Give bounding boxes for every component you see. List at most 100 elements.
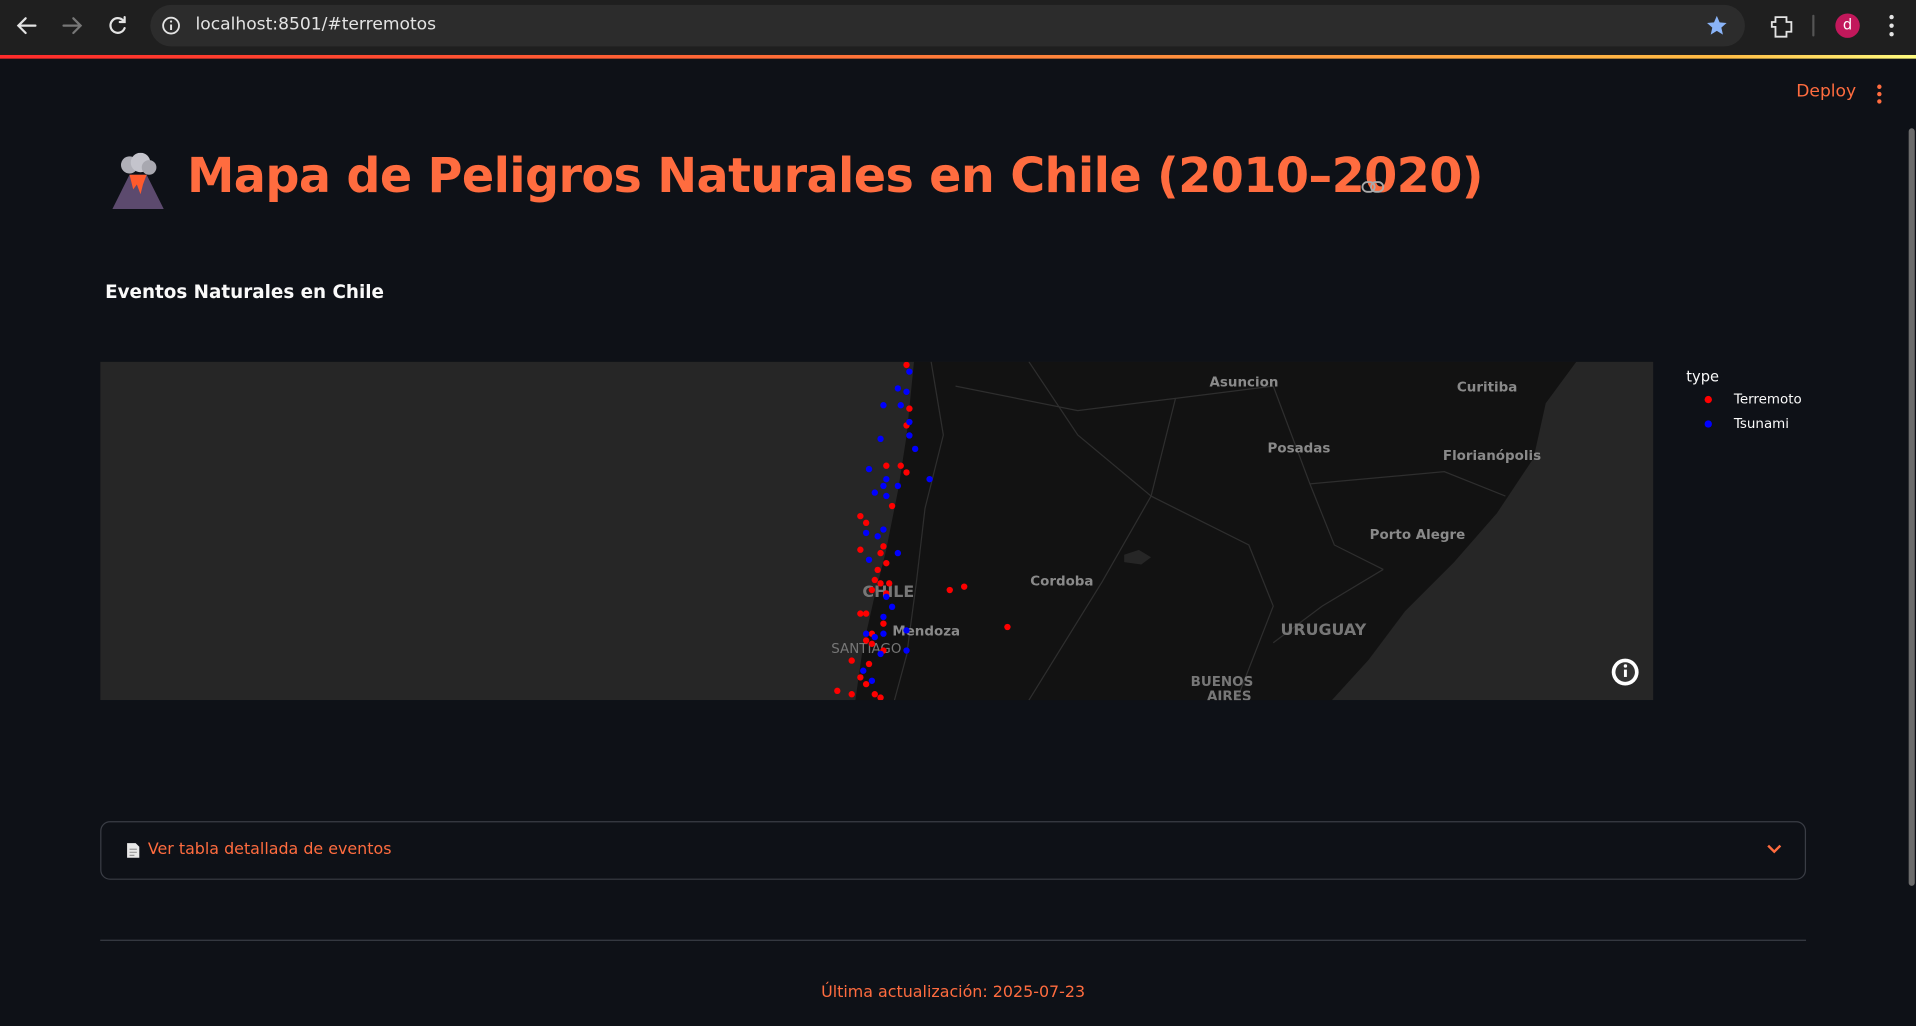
place-label: Posadas [1268,441,1331,456]
event-point [883,559,890,567]
event-point [880,526,887,533]
event-point [871,691,878,698]
event-point [883,462,890,469]
event-point [857,546,864,553]
event-point [862,637,870,644]
bookmark-star[interactable] [1706,15,1728,37]
event-point [877,549,884,557]
event-point [926,475,933,483]
legend-label: Tsunami [1733,417,1789,432]
legend-label: Terremoto [1733,393,1802,408]
event-point [911,445,919,453]
document-icon [127,843,140,858]
menu-dot[interactable] [1889,14,1894,20]
event-point [961,583,968,590]
anchor-link[interactable] [1361,178,1385,195]
place-label: Curitiba [1457,380,1517,395]
extensions-button[interactable] [1770,16,1793,38]
event-point [906,418,913,426]
event-point [903,469,910,476]
avatar-letter: d [1843,17,1852,34]
event-point [880,402,887,409]
legend: type Terremoto Tsunami [1686,369,1802,432]
forward-button[interactable] [62,17,83,35]
event-point [862,610,870,617]
toolbar-icons: d [16,13,1894,38]
chevron [1767,844,1782,854]
event-point [862,680,870,688]
map-info-button[interactable] [1611,658,1639,686]
event-point [874,566,881,574]
place-label: Porto Alegre [1370,528,1466,543]
menu-dot[interactable] [1889,23,1894,28]
event-point [888,603,896,611]
place-label: URUGUAY [1281,620,1367,639]
event-point [894,482,902,490]
event-point [865,556,873,563]
event-point [857,512,864,520]
place-label: BUENOS [1191,675,1254,690]
event-point [903,627,910,634]
place-label: Cordoba [1030,575,1093,590]
event-point [848,691,855,698]
event-point [865,465,873,473]
event-point [888,502,896,510]
place-label: Mendoza [892,625,960,640]
event-point [874,533,881,540]
event-point [894,549,902,557]
app-menu[interactable] [1872,82,1887,106]
event-point [903,647,910,654]
event-point [877,580,884,587]
site-info-icon[interactable] [160,15,182,37]
menu-dot[interactable] [1889,32,1894,37]
place-label: Florianópolis [1443,448,1541,464]
event-point [868,640,876,647]
event-point [862,630,870,637]
event-point [883,492,890,500]
event-point [860,667,867,674]
scrollbar[interactable] [1908,128,1915,886]
avatar[interactable] [1835,13,1860,38]
event-point [906,368,913,375]
event-point [877,435,884,443]
event-point [886,580,893,587]
event-point [877,694,884,701]
subheader: Eventos Naturales en Chile [105,281,384,304]
browser-toolbar: d localhost:8501/#terremotos [0,0,1916,55]
event-point [883,593,890,600]
legend-marker [1704,395,1712,404]
event-point [857,674,864,681]
address-bar[interactable]: localhost:8501/#terremotos [150,4,1745,47]
event-point [848,657,855,664]
legend-marker [1704,420,1712,428]
legend-title: type [1686,369,1719,386]
divider [100,939,1807,941]
event-point [897,462,904,469]
event-point [894,385,902,392]
event-point [868,586,876,594]
basemap-labels: Asuncion Curitiba Posadas Florianópolis Port… [831,375,1541,700]
event-point [871,633,878,641]
header-decoration [0,54,1916,59]
deploy-button[interactable]: Deploy [1796,81,1857,102]
map[interactable]: Asuncion Curitiba Posadas Florianópolis Port… [100,361,1654,701]
event-point [880,613,887,621]
event-point [865,660,873,668]
event-point [871,489,878,496]
event-point [857,610,864,617]
event-point [946,586,953,594]
back-button[interactable] [16,17,37,35]
points [834,361,1011,701]
event-point [877,650,884,658]
event-point [862,519,870,527]
event-point [1004,623,1011,631]
expander[interactable]: Ver tabla detallada de eventos [100,821,1807,880]
place-label: AIRES [1207,690,1252,701]
event-point [880,543,887,550]
place-label: Asuncion [1209,375,1278,390]
event-point [906,405,913,412]
url: localhost:8501/#terremotos [195,14,437,35]
event-point [862,529,870,537]
reload-button[interactable] [109,16,126,34]
event-point [868,677,876,684]
